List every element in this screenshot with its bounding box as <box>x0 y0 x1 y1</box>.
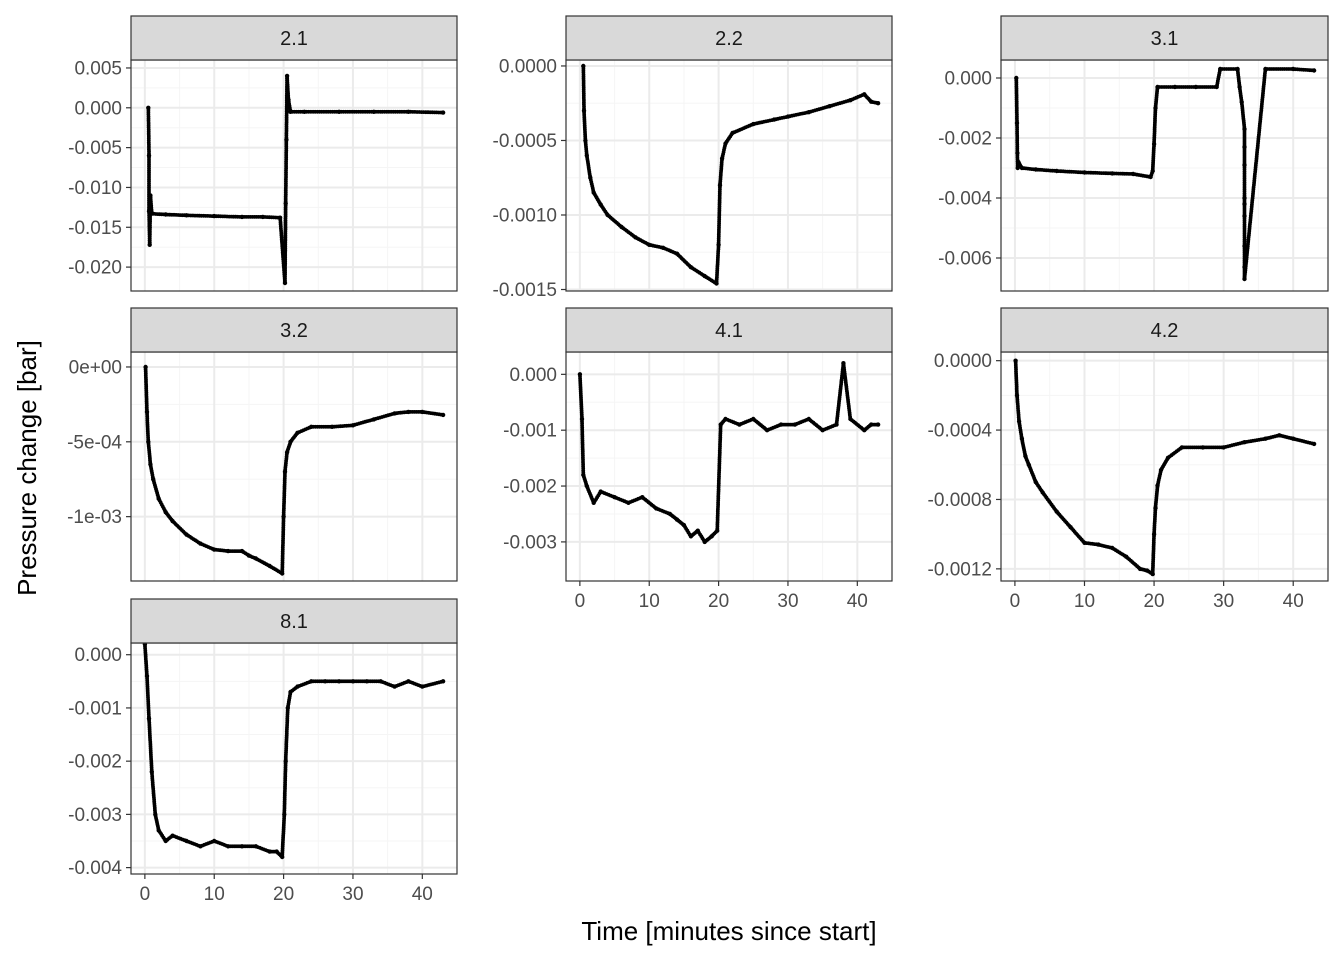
facet-strip <box>1000 15 1329 61</box>
x-tick-label: 20 <box>708 591 729 612</box>
y-tick-label: -0.002 <box>938 129 992 150</box>
y-tick-label: -0.0010 <box>493 205 557 226</box>
x-tick-label: 20 <box>1143 591 1164 612</box>
x-tick-label: 10 <box>204 884 225 905</box>
panel-background <box>131 352 457 581</box>
y-tick-label: -0.001 <box>503 421 557 442</box>
panel-3-2: 3.2 0e+00 -5e-04 -1e-03 <box>67 307 458 582</box>
y-tick-label: -0.0015 <box>493 280 557 301</box>
panel-2-1: 2.1 0.005 0.000 -0.005 -0.010 -0.015 -0.020 <box>68 15 458 292</box>
x-tick-label: 20 <box>273 884 294 905</box>
panel-background <box>1001 60 1328 291</box>
facet-strip-label: 3.2 <box>280 320 308 342</box>
facet-strip-label: 2.1 <box>280 28 308 50</box>
y-tick-label: -0.006 <box>938 249 992 270</box>
x-tick-label: 40 <box>412 884 433 905</box>
y-tick-label: 0.0000 <box>499 56 557 77</box>
y-tick-label: -0.002 <box>68 752 122 773</box>
x-axis-title: Time [minutes since start] <box>581 916 876 946</box>
x-tick-label: 40 <box>847 591 868 612</box>
y-tick-label: 0.005 <box>74 58 122 79</box>
panel-4-1: 4.1 0.000 -0.001 -0.002 -0.003 0 10 20 30 40 <box>503 307 893 612</box>
x-tick-label: 30 <box>1213 591 1234 612</box>
panel-8-1: 8.1 0.000 -0.001 -0.002 -0.003 -0.004 0 10 20 30 4… <box>68 598 458 905</box>
y-tick-label: -1e-03 <box>67 507 122 528</box>
x-tick-label: 0 <box>575 591 586 612</box>
data-point <box>440 679 446 684</box>
y-tick-label: -0.0012 <box>928 559 992 580</box>
data-point <box>1311 441 1317 447</box>
data-point <box>440 412 446 418</box>
data-point <box>1311 68 1317 73</box>
series-points <box>581 63 881 286</box>
y-tick-label: -0.020 <box>68 258 122 279</box>
facet-strip <box>1000 307 1329 353</box>
x-tick-label: 10 <box>1074 591 1095 612</box>
facet-strip <box>565 15 893 61</box>
y-tick-label: 0.000 <box>74 98 122 119</box>
facet-strip <box>130 598 458 644</box>
x-tick-label: 0 <box>1010 591 1021 612</box>
data-point <box>440 110 446 115</box>
y-tick-label: -0.0005 <box>493 131 557 152</box>
y-tick-label: 0.0000 <box>934 351 992 372</box>
series-points <box>577 361 881 545</box>
facet-strip-label: 3.1 <box>1151 28 1179 50</box>
x-tick-label: 30 <box>777 591 798 612</box>
series-points <box>1013 358 1317 577</box>
y-tick-label: -0.005 <box>68 138 122 159</box>
series-points <box>142 641 446 860</box>
y-tick-label: -5e-04 <box>67 432 122 453</box>
x-tick-label: 40 <box>1283 591 1304 612</box>
y-tick-label: -0.001 <box>68 698 122 719</box>
facet-panels: 2.1 0.005 0.000 -0.005 -0.010 -0.015 -0.020 2.2… <box>67 15 1329 905</box>
facet-strip-label: 4.1 <box>715 320 743 342</box>
panel-3-1: 3.1 0.000 -0.002 -0.004 -0.006 <box>938 15 1329 292</box>
facet-strip-label: 8.1 <box>280 611 308 633</box>
y-tick-label: 0.000 <box>944 69 992 90</box>
y-tick-label: -0.0008 <box>928 490 992 511</box>
y-tick-label: -0.002 <box>503 477 557 498</box>
data-point <box>875 422 881 427</box>
panel-background <box>131 60 457 291</box>
panel-2-2: 2.2 0.0000 -0.0005 -0.0010 -0.0015 <box>493 15 893 301</box>
y-tick-label: 0.000 <box>509 365 557 386</box>
y-tick-label: -0.003 <box>68 805 122 826</box>
y-tick-label: -0.0004 <box>928 421 993 442</box>
facet-strip <box>130 307 458 353</box>
y-tick-label: 0.000 <box>74 645 122 666</box>
y-axis-title: Pressure change [bar] <box>12 340 42 596</box>
data-point <box>875 101 881 106</box>
x-tick-label: 0 <box>140 884 151 905</box>
x-tick-label: 10 <box>639 591 660 612</box>
series-points <box>143 364 446 576</box>
facet-strip-label: 2.2 <box>715 28 743 50</box>
y-tick-label: -0.004 <box>938 189 992 210</box>
facet-strip <box>130 15 458 61</box>
series-points <box>1014 66 1317 282</box>
panel-4-2: 4.2 0.0000 -0.0004 -0.0008 -0.0012 0 10 20 30 40 <box>928 307 1329 612</box>
facet-strip <box>565 307 893 353</box>
series-points <box>146 73 446 286</box>
y-tick-label: -0.010 <box>68 178 122 199</box>
y-tick-label: -0.015 <box>68 218 122 239</box>
x-tick-label: 30 <box>342 884 363 905</box>
y-tick-label: -0.003 <box>503 532 557 553</box>
facet-strip-label: 4.2 <box>1151 320 1179 342</box>
y-tick-label: -0.004 <box>68 858 122 879</box>
y-tick-label: 0e+00 <box>69 357 122 378</box>
